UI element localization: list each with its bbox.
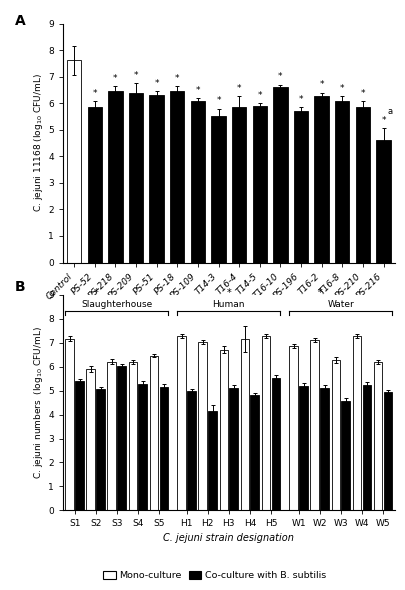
Y-axis label: C. jejuni 11168 (log$_{10}$ CFU/mL): C. jejuni 11168 (log$_{10}$ CFU/mL) [32, 74, 45, 212]
Text: *: * [320, 80, 324, 90]
Bar [341, 401, 350, 510]
Text: *: * [216, 96, 221, 106]
Bar [232, 107, 246, 263]
Bar [299, 386, 308, 510]
Bar [96, 389, 105, 510]
Bar [262, 336, 270, 510]
Bar [229, 388, 238, 510]
Bar [290, 346, 298, 510]
Bar [376, 140, 391, 263]
Bar [177, 336, 186, 510]
Text: *: * [299, 94, 303, 103]
Bar [67, 60, 81, 263]
Bar [149, 95, 164, 263]
Bar [332, 360, 340, 510]
Bar [65, 339, 74, 510]
Text: *: * [196, 86, 200, 95]
Bar [384, 392, 392, 510]
Bar [170, 91, 184, 263]
Bar [273, 87, 288, 263]
Bar [314, 96, 329, 263]
Text: *: * [318, 288, 322, 298]
Text: *: * [361, 88, 365, 98]
Text: *: * [154, 79, 159, 88]
Bar [335, 101, 350, 263]
Y-axis label: C. jejuni numbers  (log$_{10}$ CFU/mL): C. jejuni numbers (log$_{10}$ CFU/mL) [32, 326, 45, 479]
Bar [139, 384, 147, 510]
Legend: Mono-culture, Co-culture with B. subtilis: Mono-culture, Co-culture with B. subtili… [100, 567, 330, 584]
Text: Slaughterhouse: Slaughterhouse [81, 300, 152, 309]
Bar [108, 91, 123, 263]
Text: B: B [15, 280, 25, 294]
Bar [107, 362, 116, 510]
Text: a: a [387, 107, 392, 116]
Bar [271, 378, 280, 510]
Text: *: * [226, 288, 231, 298]
Bar [188, 391, 196, 510]
Bar [374, 362, 382, 510]
Bar [253, 106, 267, 263]
Bar [128, 362, 137, 510]
Text: *: * [134, 71, 138, 80]
Bar [241, 339, 249, 510]
Bar [149, 356, 158, 510]
Text: *: * [175, 74, 179, 83]
Bar [311, 340, 319, 510]
Bar [198, 342, 207, 510]
Bar [117, 366, 126, 510]
Bar [209, 411, 217, 510]
Bar [129, 93, 143, 263]
Text: Water: Water [328, 300, 354, 309]
Text: Human: Human [213, 300, 245, 309]
Bar [320, 388, 329, 510]
Text: *: * [92, 88, 97, 98]
Text: *: * [237, 84, 241, 93]
Bar [86, 369, 95, 510]
Bar [87, 107, 102, 263]
Text: *: * [381, 116, 386, 124]
Bar [356, 107, 370, 263]
X-axis label: B. subtilis strain designation: B. subtilis strain designation [159, 305, 298, 315]
Bar [75, 381, 84, 510]
X-axis label: C. jejuni strain designation: C. jejuni strain designation [163, 533, 294, 543]
Bar [220, 349, 228, 510]
Bar [353, 336, 361, 510]
Bar [250, 395, 259, 510]
Text: *: * [113, 74, 117, 83]
Text: *: * [94, 288, 98, 298]
Bar [191, 101, 205, 263]
Bar [362, 385, 371, 510]
Text: *: * [278, 73, 283, 81]
Text: *: * [258, 90, 262, 100]
Bar [294, 111, 308, 263]
Text: *: * [340, 84, 345, 93]
Text: A: A [15, 14, 26, 28]
Bar [211, 116, 226, 263]
Bar [160, 386, 168, 510]
